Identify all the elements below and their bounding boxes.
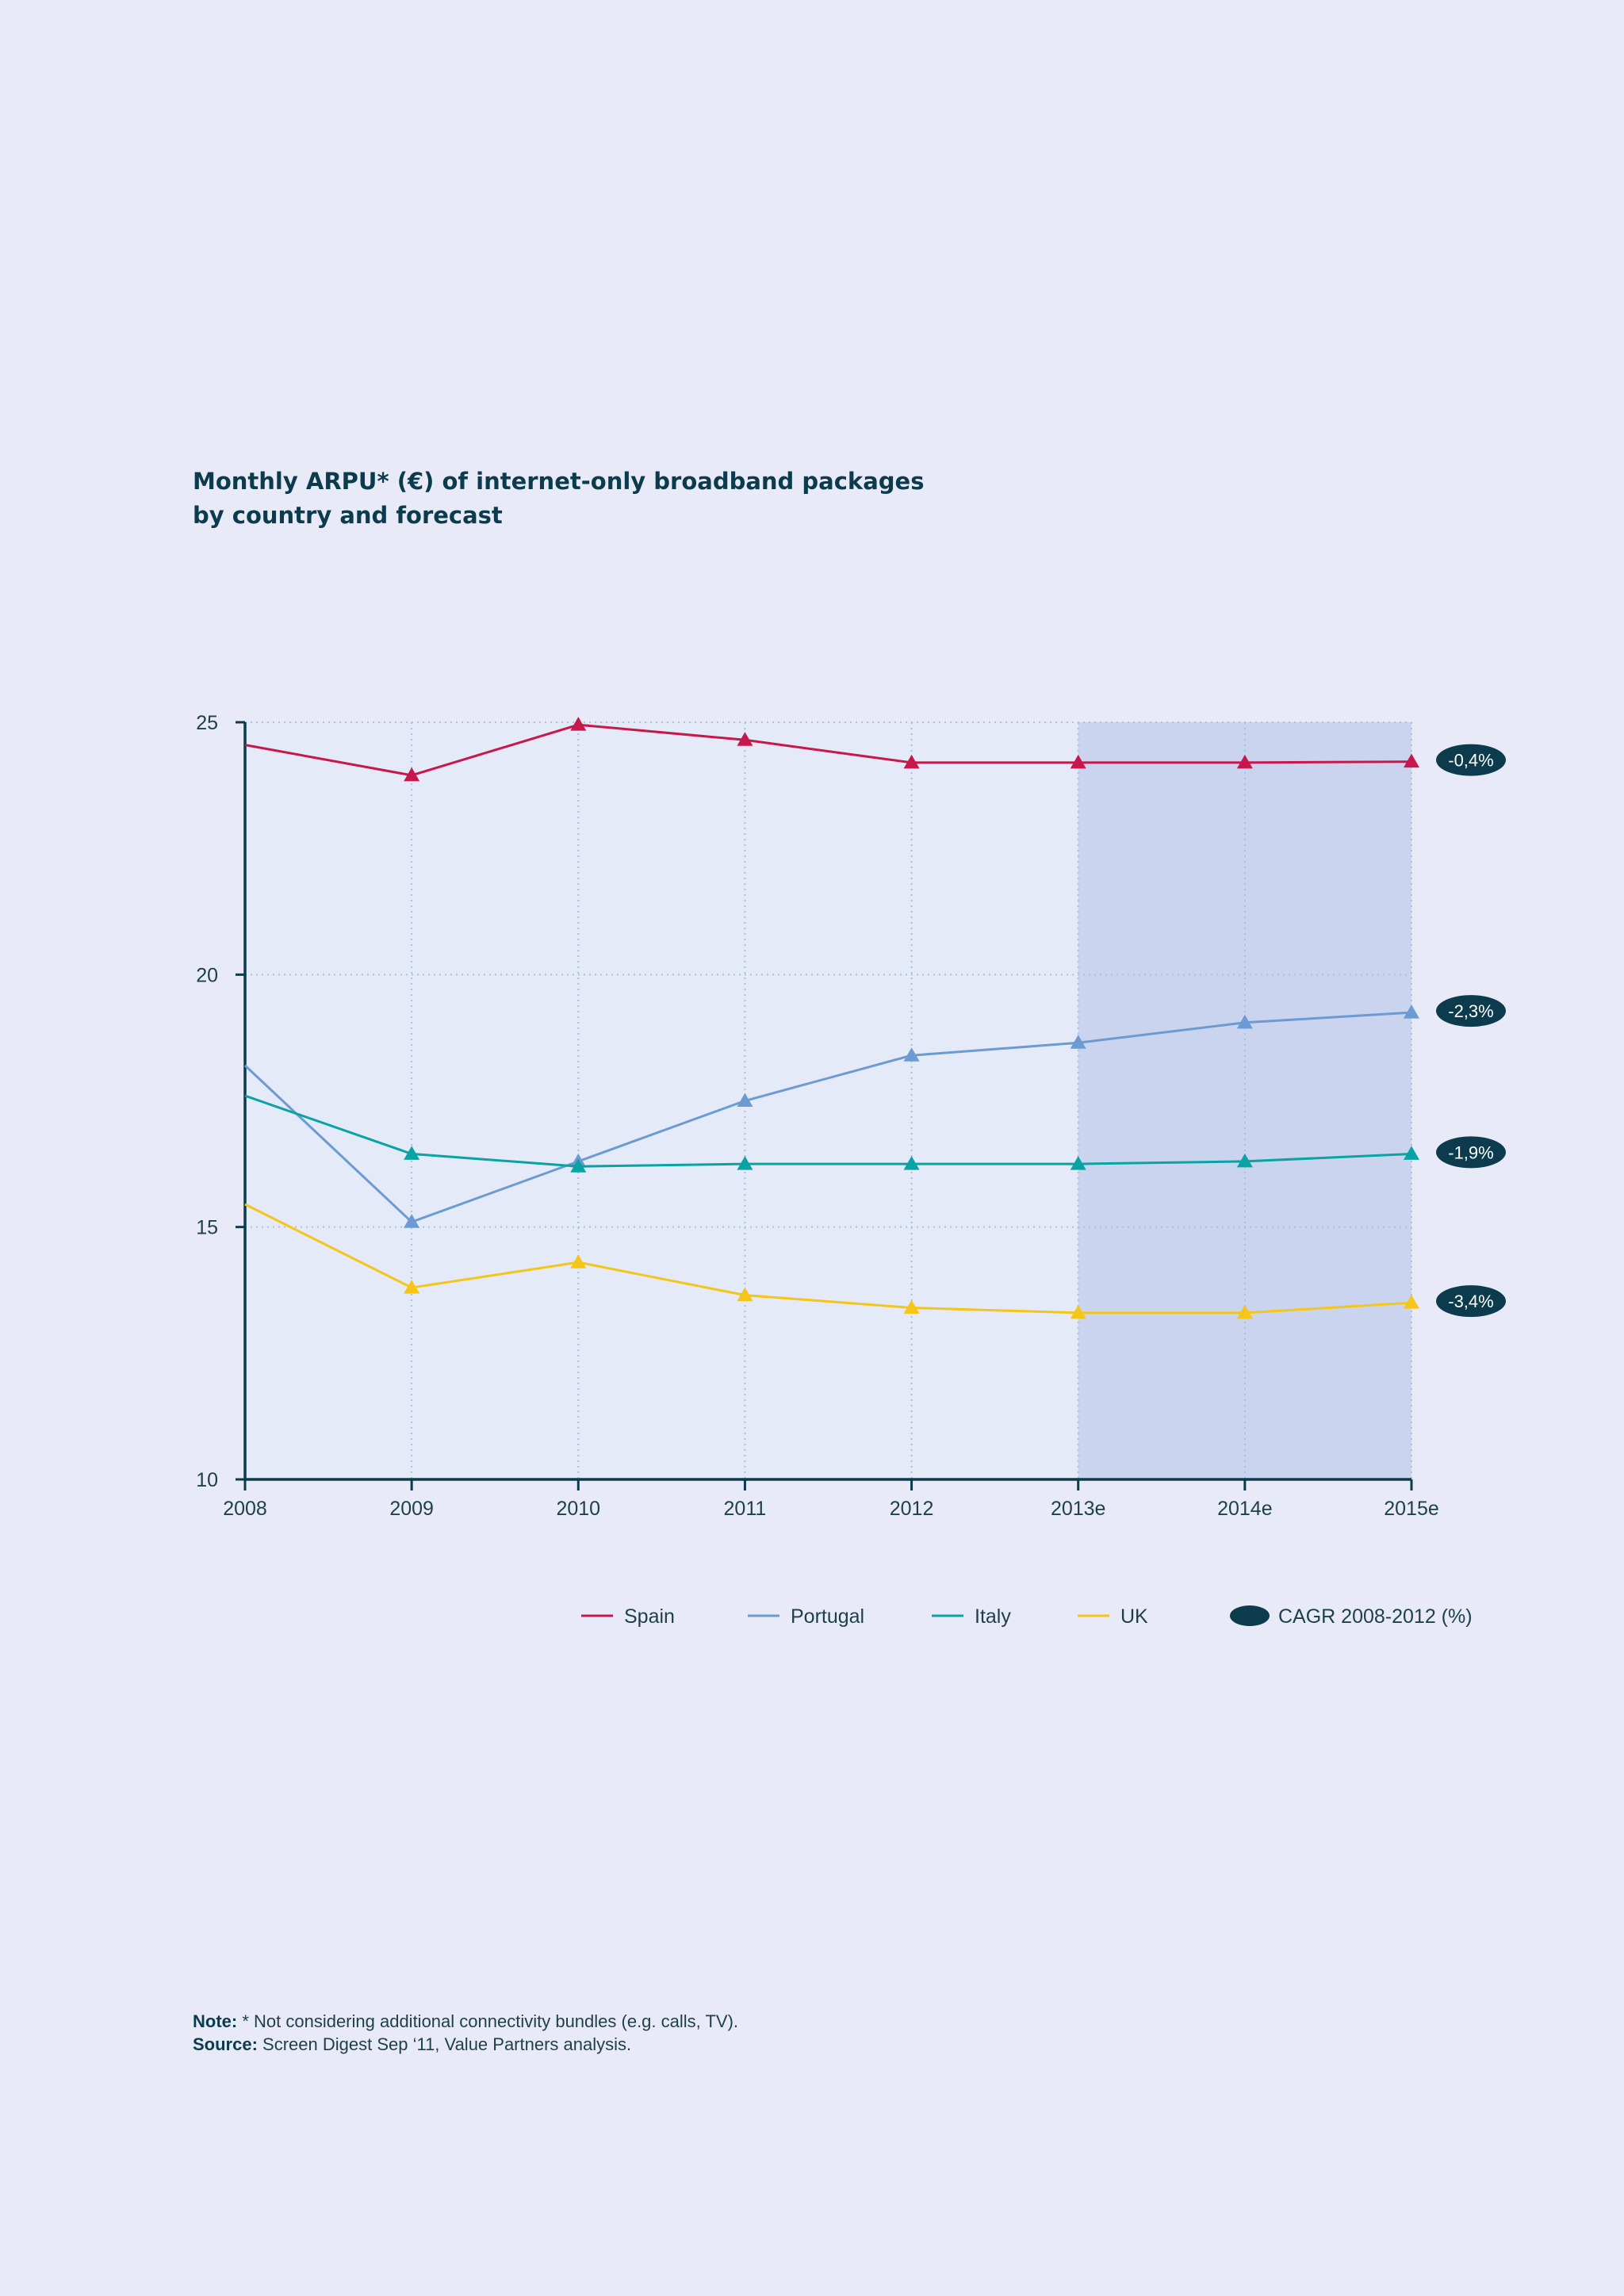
- series-line-spain: [244, 723, 1412, 777]
- note-label: Note:: [193, 2011, 238, 2031]
- footnotes: Note: * Not considering additional conne…: [193, 2010, 738, 2056]
- data-point-spain: [737, 732, 753, 746]
- axes: 10 15 20 25 2008 2009 2010 2011 2012 2013e 2014e 20…: [196, 712, 1439, 1520]
- legend-label-spain: Spain: [624, 1605, 675, 1628]
- cagr-label-uk: -3,4%: [1448, 1292, 1493, 1311]
- data-point-portugal: [1236, 1014, 1253, 1029]
- data-point-italy: [1070, 1156, 1086, 1170]
- source-label: Source:: [193, 2034, 258, 2054]
- cagr-label-italy: -1,9%: [1448, 1142, 1493, 1162]
- source-line: Source: Screen Digest Sep ‘11, Value Par…: [193, 2033, 738, 2056]
- gridlines: [245, 721, 1412, 1479]
- series-line-uk: [244, 1203, 1412, 1314]
- data-point-uk: [1404, 1295, 1419, 1309]
- data-point-italy: [1404, 1146, 1419, 1160]
- y-tick-label: 10: [196, 1469, 218, 1491]
- x-tick-label: 2015e: [1384, 1498, 1439, 1520]
- y-tick-label: 15: [196, 1217, 218, 1239]
- data-point-spain: [404, 767, 420, 782]
- plot-background: [245, 722, 1411, 1479]
- chart-title: Monthly ARPU* (€) of internet-only broad…: [193, 465, 1224, 533]
- data-point-italy: [404, 1146, 420, 1160]
- series-line-portugal: [243, 1011, 1412, 1224]
- legend-label-uk: UK: [1120, 1605, 1148, 1628]
- data-point-uk: [1236, 1304, 1253, 1319]
- series-line-italy: [244, 1094, 1412, 1168]
- data-point-italy: [570, 1158, 587, 1173]
- x-tick-label: 2013e: [1051, 1498, 1106, 1520]
- x-tick-label: 2010: [556, 1498, 600, 1520]
- note-text: * Not considering additional connectivit…: [237, 2011, 739, 2031]
- chart-title-line-2: by country and forecast: [193, 502, 503, 529]
- data-point-portugal: [1404, 1004, 1419, 1019]
- chart-title-line-1: Monthly ARPU* (€) of internet-only broad…: [193, 468, 925, 495]
- data-point-portugal: [1070, 1035, 1086, 1049]
- legend-label-cagr: CAGR 2008-2012 (%): [1278, 1605, 1473, 1628]
- data-point-spain: [1236, 754, 1253, 769]
- legend-swatch-cagr: [1230, 1605, 1270, 1626]
- cagr-badges: -0,4% -2,3% -1,9% -3,4%: [1436, 744, 1506, 1318]
- data-point-portugal: [737, 1093, 753, 1107]
- data-point-uk: [737, 1287, 753, 1302]
- data-point-italy: [737, 1156, 753, 1170]
- cagr-label-spain: -0,4%: [1448, 751, 1493, 771]
- source-text: Screen Digest Sep ‘11, Value Partners an…: [257, 2034, 632, 2054]
- cagr-badge-uk: [1436, 1285, 1506, 1318]
- data-point-spain: [570, 717, 587, 731]
- cagr-label-portugal: -2,3%: [1448, 1001, 1493, 1021]
- data-point-spain: [1070, 754, 1086, 769]
- cagr-badge-italy: [1436, 1136, 1506, 1169]
- x-tick-label: 2009: [389, 1498, 434, 1520]
- note-line: Note: * Not considering additional conne…: [193, 2010, 738, 2033]
- data-point-uk: [903, 1299, 920, 1314]
- y-tick-label: 25: [196, 712, 218, 734]
- data-point-italy: [1236, 1153, 1253, 1168]
- x-tick-label: 2014e: [1217, 1498, 1273, 1520]
- x-tick-label: 2008: [223, 1498, 267, 1520]
- legend-label-portugal: Portugal: [791, 1605, 864, 1628]
- data-point-uk: [570, 1254, 587, 1269]
- series-lines: [243, 717, 1419, 1319]
- data-point-uk: [404, 1280, 420, 1294]
- data-point-spain: [1404, 753, 1419, 768]
- data-point-italy: [903, 1156, 920, 1170]
- y-tick-label: 20: [196, 964, 218, 986]
- cagr-badge-portugal: [1436, 995, 1506, 1027]
- cagr-badge-spain: [1436, 744, 1506, 776]
- legend: Spain Portugal Italy UK CAGR 2008-2012 (%): [581, 1605, 1473, 1628]
- x-tick-label: 2012: [890, 1498, 934, 1520]
- data-point-portugal: [404, 1214, 420, 1228]
- data-point-spain: [903, 754, 920, 769]
- data-point-uk: [1070, 1304, 1086, 1319]
- data-point-portugal: [903, 1047, 920, 1062]
- x-tick-label: 2011: [724, 1498, 767, 1520]
- line-chart: 10 15 20 25 2008 2009 2010 2011 2012 2013e 2014e 20…: [196, 712, 1506, 1628]
- legend-label-italy: Italy: [975, 1605, 1011, 1628]
